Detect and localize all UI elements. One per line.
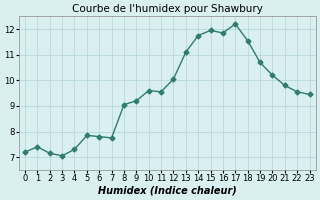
X-axis label: Humidex (Indice chaleur): Humidex (Indice chaleur) xyxy=(98,186,236,196)
Title: Courbe de l'humidex pour Shawbury: Courbe de l'humidex pour Shawbury xyxy=(72,4,263,14)
